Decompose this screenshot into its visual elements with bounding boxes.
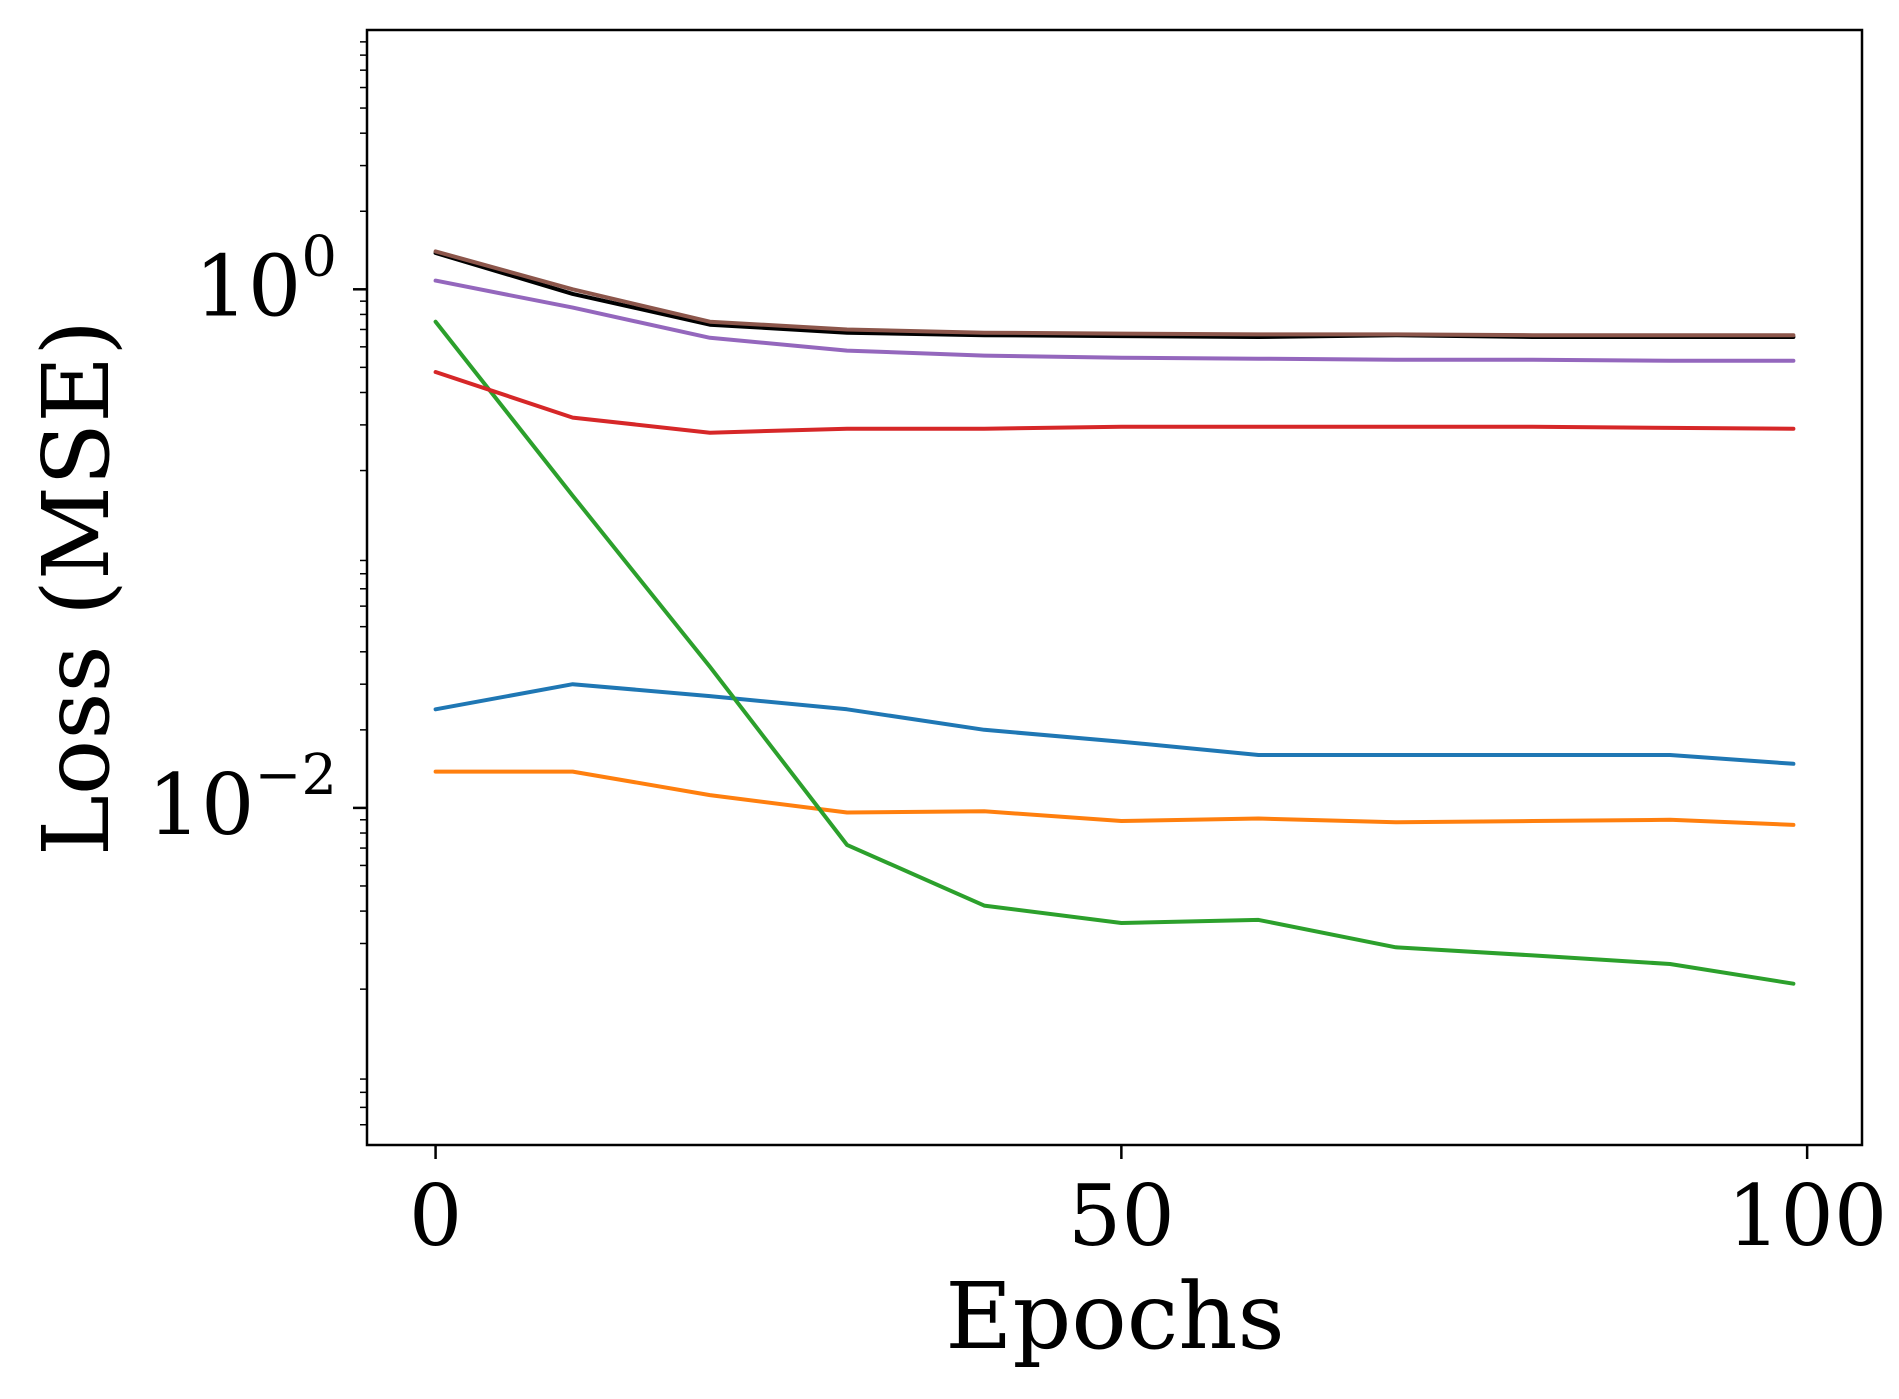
series-layer — [433, 249, 1796, 986]
series-line-blue — [433, 682, 1796, 766]
x-axis-ticks: 0 50 100 — [409, 1145, 1887, 1265]
x-axis-label: Epochs — [945, 1263, 1284, 1370]
plot-frame — [365, 28, 1864, 1147]
y-tick-label: 10−2 — [148, 743, 337, 854]
series-line-orange — [433, 769, 1796, 827]
x-tick-label: 100 — [1727, 1167, 1887, 1265]
y-axis-label: Loss (MSE) — [23, 320, 130, 856]
series-line-purple — [433, 278, 1796, 363]
series-line-green — [433, 319, 1796, 986]
series-line-brown — [433, 249, 1796, 338]
x-tick-label: 0 — [409, 1167, 462, 1265]
series-line-red — [433, 370, 1796, 435]
x-tick-label: 50 — [1068, 1167, 1175, 1265]
